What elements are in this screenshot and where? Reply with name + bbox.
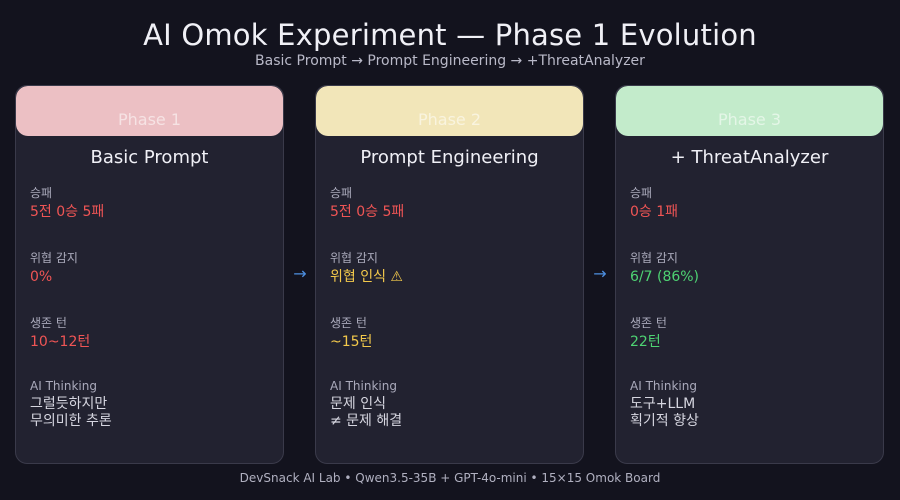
thinking-line-2: 무의미한 추론 <box>30 413 112 429</box>
threat-value: 6/7 (86%) <box>630 269 700 285</box>
record-label: 승패 <box>630 186 653 200</box>
thinking-label: AI Thinking <box>330 379 397 393</box>
survival-metric: 생존 턴 10~12턴 <box>30 314 90 351</box>
threat-value: 위협 인식 ⚠ <box>330 269 403 285</box>
phase-2-header: Phase 2 <box>316 86 583 136</box>
survival-metric: 생존 턴 22턴 <box>630 314 667 351</box>
phase-1-header: Phase 1 <box>16 86 283 136</box>
phase-label: Phase 2 <box>417 110 482 129</box>
page-subtitle: Basic Prompt → Prompt Engineering → +Thr… <box>255 53 645 69</box>
phase-2-card: Phase 2 Prompt Engineering 승패 5전 0승 5패 위… <box>315 85 584 464</box>
threat-metric: 위협 감지 0% <box>30 249 78 286</box>
thinking-metric: AI Thinking 문제 인식 ≠ 문제 해결 <box>330 379 402 430</box>
phase-label: Phase 1 <box>117 110 182 129</box>
record-label: 승패 <box>30 186 53 200</box>
thinking-line-2: ≠ 문제 해결 <box>330 413 403 429</box>
phase-label: Phase 3 <box>717 110 782 129</box>
card-title: Prompt Engineering <box>360 147 539 168</box>
survival-metric: 생존 턴 ~15턴 <box>330 314 372 351</box>
thinking-metric: AI Thinking 도구+LLM 획기적 향상 <box>630 379 699 430</box>
thinking-line-1: 그럴듯하지만 <box>30 396 108 412</box>
thinking-label: AI Thinking <box>630 379 697 393</box>
record-value: 5전 0승 5패 <box>330 204 405 220</box>
survival-label: 생존 턴 <box>30 316 67 330</box>
thinking-metric: AI Thinking 그럴듯하지만 무의미한 추론 <box>30 379 112 430</box>
record-metric: 승패 5전 0승 5패 <box>330 184 404 221</box>
record-label: 승패 <box>330 186 353 200</box>
arrow-right-icon: → <box>593 264 607 283</box>
card-title: + ThreatAnalyzer <box>670 147 829 168</box>
threat-metric: 위협 감지 위협 인식 ⚠ <box>330 249 403 286</box>
phase-3-card: Phase 3 + ThreatAnalyzer 승패 0승 1패 위협 감지 … <box>615 85 884 464</box>
thinking-line-2: 획기적 향상 <box>630 413 699 429</box>
record-value: 0승 1패 <box>630 204 679 220</box>
thinking-line-1: 도구+LLM <box>630 396 696 412</box>
thinking-line-1: 문제 인식 <box>330 396 386 412</box>
threat-metric: 위협 감지 6/7 (86%) <box>630 249 699 286</box>
phase-1-card: Phase 1 Basic Prompt 승패 5전 0승 5패 위협 감지 0… <box>15 85 284 464</box>
record-metric: 승패 5전 0승 5패 <box>30 184 104 221</box>
threat-label: 위협 감지 <box>30 251 78 265</box>
thinking-label: AI Thinking <box>30 379 97 393</box>
threat-label: 위협 감지 <box>630 251 678 265</box>
card-title: Basic Prompt <box>90 147 209 168</box>
survival-value: 22턴 <box>630 334 661 350</box>
survival-label: 생존 턴 <box>330 316 367 330</box>
survival-value: 10~12턴 <box>30 334 91 350</box>
record-metric: 승패 0승 1패 <box>630 184 678 221</box>
record-value: 5전 0승 5패 <box>30 204 105 220</box>
footer-credits: DevSnack AI Lab • Qwen3.5-35B + GPT-4o-m… <box>239 471 661 485</box>
threat-value: 0% <box>30 269 53 285</box>
page-title: AI Omok Experiment — Phase 1 Evolution <box>143 18 757 52</box>
arrow-right-icon: → <box>293 264 307 283</box>
survival-label: 생존 턴 <box>630 316 667 330</box>
survival-value: ~15턴 <box>330 334 373 350</box>
phase-3-header: Phase 3 <box>616 86 883 136</box>
threat-label: 위협 감지 <box>330 251 378 265</box>
